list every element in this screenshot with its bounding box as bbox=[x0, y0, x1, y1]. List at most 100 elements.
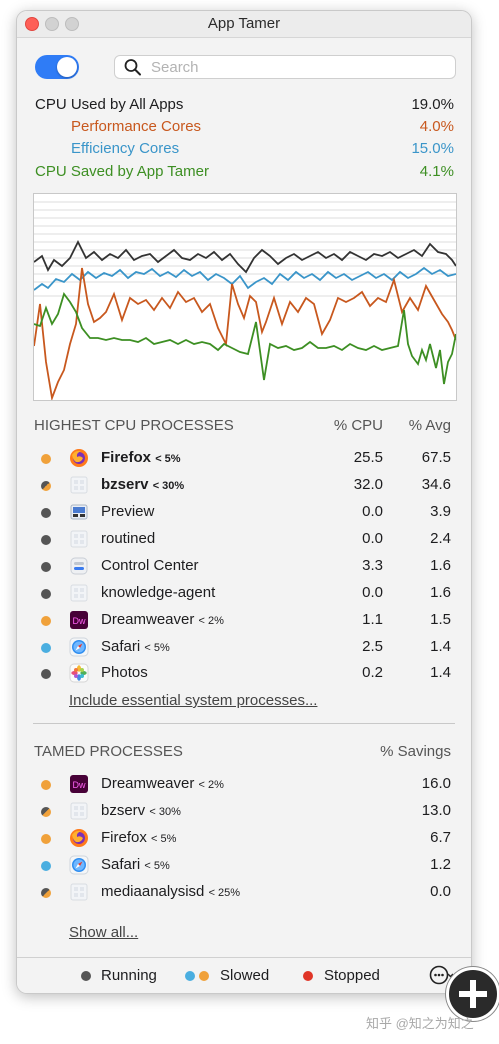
legend-stopped: Stopped bbox=[324, 967, 380, 984]
process-avg: 2.4 bbox=[430, 530, 451, 547]
running-dot bbox=[81, 971, 91, 981]
stat-cpu-used-label: CPU Used by All Apps bbox=[35, 96, 184, 113]
process-row-firefox[interactable]: Firefox < 5% 25.5 67.5 bbox=[17, 446, 471, 472]
col-cpu-header[interactable]: % CPU bbox=[333, 417, 383, 434]
tamed-heading: TAMED PROCESSES bbox=[34, 743, 183, 760]
status-dot-slowed bbox=[41, 616, 51, 626]
process-limit: < 2% bbox=[198, 615, 224, 627]
process-name: Control Center bbox=[101, 557, 199, 574]
process-row-routined[interactable]: routined 0.0 2.4 bbox=[17, 527, 471, 553]
app-tamer-window: App Tamer CPU Used by All Apps 19.0% Per… bbox=[16, 10, 472, 994]
process-savings: 6.7 bbox=[430, 829, 451, 846]
search-icon bbox=[124, 59, 141, 76]
watermark: 知乎 @知之为知之 bbox=[366, 1016, 474, 1031]
tamed-row-firefox[interactable]: Firefox < 5% 6.7 bbox=[17, 826, 471, 852]
cpu-history-chart bbox=[33, 193, 457, 402]
stat-performance-cores-label: Performance Cores bbox=[71, 118, 202, 135]
process-cpu: 25.5 bbox=[353, 449, 383, 466]
status-dot-running bbox=[41, 508, 51, 518]
process-row-photos[interactable]: Photos 0.2 1.4 bbox=[17, 661, 471, 687]
process-name: Firefox bbox=[101, 829, 147, 846]
dreamweaver-icon: Dw bbox=[70, 775, 88, 793]
title-bar: App Tamer bbox=[17, 11, 471, 38]
status-dot-running bbox=[41, 562, 51, 572]
tamed-row-bzserv[interactable]: bzserv < 30% 13.0 bbox=[17, 799, 471, 825]
process-avg: 1.4 bbox=[430, 664, 451, 681]
process-row-control-center[interactable]: Control Center 3.3 1.6 bbox=[17, 554, 471, 580]
legend-running: Running bbox=[101, 967, 157, 984]
process-avg: 34.6 bbox=[421, 476, 451, 493]
safari-icon bbox=[69, 855, 89, 875]
generic-app-icon bbox=[70, 883, 88, 901]
process-avg: 3.9 bbox=[430, 503, 451, 520]
safari-icon bbox=[69, 637, 89, 657]
tamed-row-safari[interactable]: Safari < 5% 1.2 bbox=[17, 853, 471, 879]
search-input[interactable] bbox=[149, 57, 443, 77]
close-button[interactable] bbox=[25, 17, 39, 31]
tamed-row-dreamweaver[interactable]: Dw Dreamweaver < 2% 16.0 bbox=[17, 772, 471, 798]
process-cpu: 1.1 bbox=[362, 611, 383, 628]
status-dot-slowed-running bbox=[41, 888, 51, 898]
process-limit: < 25% bbox=[208, 887, 241, 899]
process-row-bzserv[interactable]: bzserv < 30% 32.0 34.6 bbox=[17, 473, 471, 499]
stat-cpu-used-value: 19.0% bbox=[411, 96, 454, 113]
stat-cpu-saved-value: 4.1% bbox=[419, 163, 454, 180]
legend-slowed: Slowed bbox=[220, 967, 270, 984]
process-avg: 67.5 bbox=[421, 449, 451, 466]
process-avg: 1.4 bbox=[430, 638, 451, 655]
process-avg: 1.5 bbox=[430, 611, 451, 628]
process-name: bzserv bbox=[101, 476, 149, 493]
process-name: Safari bbox=[101, 856, 141, 873]
include-system-processes-link[interactable]: Include essential system processes... bbox=[69, 692, 318, 709]
firefox-icon bbox=[70, 829, 88, 847]
process-cpu: 0.0 bbox=[362, 530, 383, 547]
dreamweaver-icon: Dw bbox=[70, 611, 88, 629]
process-savings: 16.0 bbox=[421, 775, 451, 792]
app-tamer-toggle[interactable] bbox=[35, 55, 79, 79]
status-dot-slowed bbox=[41, 643, 51, 653]
status-dot-slowed-running bbox=[41, 481, 51, 491]
efficiency-cores-line bbox=[33, 266, 457, 291]
process-name: Safari bbox=[101, 638, 141, 655]
toggle-knob bbox=[57, 57, 77, 77]
process-limit: < 2% bbox=[198, 779, 224, 791]
process-row-preview[interactable]: Preview 0.0 3.9 bbox=[17, 500, 471, 526]
section-divider bbox=[33, 723, 455, 724]
add-button-overlay[interactable] bbox=[446, 967, 499, 1021]
highest-cpu-heading: HIGHEST CPU PROCESSES bbox=[34, 417, 234, 434]
process-row-dreamweaver[interactable]: Dw Dreamweaver < 2% 1.1 1.5 bbox=[17, 608, 471, 634]
process-name: Dreamweaver bbox=[101, 775, 195, 792]
cpu-history-svg bbox=[33, 201, 457, 402]
status-dot-slowed bbox=[41, 834, 51, 844]
status-dot-running bbox=[41, 589, 51, 599]
process-limit: < 5% bbox=[155, 453, 181, 465]
process-avg: 1.6 bbox=[430, 557, 451, 574]
tamed-row-mediaanalysisd[interactable]: mediaanalysisd < 25% 0.0 bbox=[17, 880, 471, 906]
process-cpu: 0.0 bbox=[362, 584, 383, 601]
process-savings: 13.0 bbox=[421, 802, 451, 819]
zoom-button[interactable] bbox=[65, 17, 79, 31]
stat-efficiency-cores-label: Efficiency Cores bbox=[71, 140, 180, 157]
process-name: bzserv bbox=[101, 802, 146, 819]
process-name: Preview bbox=[101, 503, 155, 520]
process-name: routined bbox=[101, 530, 156, 547]
process-row-knowledge-agent[interactable]: knowledge-agent 0.0 1.6 bbox=[17, 581, 471, 607]
slowed-dot-orange bbox=[199, 971, 209, 981]
show-all-link[interactable]: Show all... bbox=[69, 924, 139, 941]
process-cpu: 32.0 bbox=[353, 476, 383, 493]
process-limit: < 5% bbox=[151, 833, 177, 845]
generic-app-icon bbox=[70, 530, 88, 548]
slowed-dot-blue bbox=[185, 971, 195, 981]
process-name: Photos bbox=[101, 664, 148, 681]
col-savings-header[interactable]: % Savings bbox=[380, 743, 451, 760]
status-legend: Running Slowed Stopped bbox=[17, 957, 471, 993]
col-avg-header[interactable]: % Avg bbox=[408, 417, 451, 434]
photos-icon bbox=[69, 663, 89, 683]
search-box[interactable] bbox=[114, 55, 456, 79]
performance-cores-line bbox=[33, 267, 457, 402]
process-row-safari[interactable]: Safari < 5% 2.5 1.4 bbox=[17, 635, 471, 661]
stopped-dot bbox=[303, 971, 313, 981]
process-limit: < 30% bbox=[149, 806, 181, 818]
minimize-button[interactable] bbox=[45, 17, 59, 31]
process-name: knowledge-agent bbox=[101, 584, 216, 601]
